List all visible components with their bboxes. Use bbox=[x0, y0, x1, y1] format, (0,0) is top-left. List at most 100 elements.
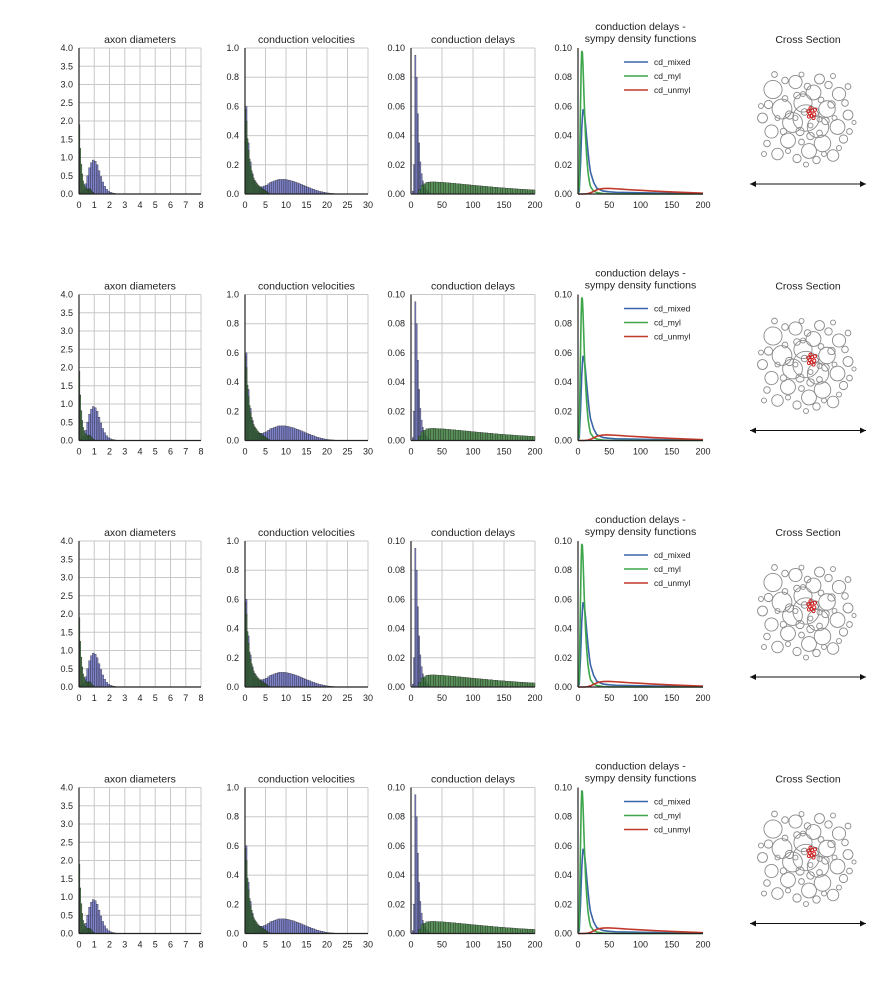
bar bbox=[490, 926, 493, 934]
x-tick-label: 25 bbox=[342, 693, 352, 703]
highlight-point bbox=[806, 114, 812, 119]
bar bbox=[428, 674, 431, 688]
bar bbox=[415, 816, 418, 934]
highlight-point bbox=[812, 112, 817, 117]
bar bbox=[527, 682, 531, 688]
panel-title: conduction delays bbox=[431, 281, 515, 293]
bar bbox=[246, 138, 249, 195]
bar bbox=[438, 675, 441, 688]
y-tick-label: 0.5 bbox=[60, 664, 73, 674]
bar bbox=[298, 429, 301, 441]
bar bbox=[460, 676, 464, 688]
x-tick-label: 30 bbox=[363, 447, 373, 457]
x-tick-label: 7 bbox=[183, 940, 188, 950]
axon-circle bbox=[780, 625, 796, 642]
bar bbox=[283, 179, 287, 195]
bar bbox=[246, 384, 249, 441]
y-tick-label: 1.0 bbox=[60, 153, 73, 163]
bar bbox=[281, 672, 285, 688]
x-tick-label: 50 bbox=[437, 693, 447, 703]
bar bbox=[308, 187, 311, 195]
axon-circle bbox=[824, 573, 833, 583]
bar bbox=[310, 927, 313, 934]
bar bbox=[287, 672, 291, 688]
x-tick-label: 5 bbox=[153, 200, 158, 210]
bar bbox=[524, 928, 528, 934]
scale-arrow-right bbox=[860, 920, 866, 927]
bar bbox=[279, 425, 283, 441]
axon-circle bbox=[763, 79, 783, 100]
bar bbox=[450, 429, 454, 441]
x-tick-label: 8 bbox=[198, 447, 203, 457]
bar bbox=[492, 186, 496, 195]
y-tick-label: 0.06 bbox=[554, 348, 572, 358]
axon-circle bbox=[798, 878, 805, 885]
bar bbox=[425, 428, 429, 441]
bar bbox=[490, 433, 493, 441]
x-tick-label: 1 bbox=[92, 200, 97, 210]
axon-circle bbox=[800, 601, 809, 609]
y-tick-label: 0.6 bbox=[226, 841, 239, 851]
x-tick-label: 10 bbox=[281, 940, 291, 950]
bar bbox=[522, 928, 526, 934]
bar bbox=[455, 676, 459, 688]
x-tick-label: 2 bbox=[107, 693, 112, 703]
bar bbox=[519, 928, 523, 934]
bar bbox=[273, 427, 276, 441]
bar bbox=[440, 428, 444, 441]
bar bbox=[269, 921, 272, 934]
y-tick-label: 0.4 bbox=[226, 870, 239, 880]
axon-circle bbox=[831, 854, 838, 861]
bar bbox=[505, 434, 508, 441]
bar bbox=[273, 180, 276, 195]
bar bbox=[94, 654, 97, 688]
bar bbox=[90, 655, 93, 688]
bar bbox=[271, 181, 274, 195]
bar bbox=[465, 677, 469, 688]
y-tick-label: 1.5 bbox=[60, 874, 73, 884]
bar bbox=[462, 677, 466, 688]
y-tick-label: 0.8 bbox=[226, 812, 239, 822]
x-tick-label: 20 bbox=[322, 940, 332, 950]
line-cd_mixed bbox=[577, 109, 704, 195]
axon-circle bbox=[830, 566, 836, 572]
bar bbox=[433, 674, 436, 688]
bar bbox=[497, 680, 501, 688]
y-tick-label: 2.5 bbox=[60, 837, 73, 847]
bar bbox=[310, 434, 313, 441]
bar bbox=[455, 183, 459, 195]
axon-circle bbox=[793, 339, 813, 360]
axon-circle bbox=[814, 320, 825, 331]
axon-circle bbox=[781, 95, 789, 102]
axon-circle bbox=[821, 116, 830, 126]
y-tick-label: 0.4 bbox=[226, 131, 239, 141]
bar bbox=[487, 433, 491, 441]
axon-circle bbox=[816, 856, 823, 862]
bar bbox=[455, 429, 459, 441]
axon-circle bbox=[800, 108, 809, 116]
axon-circle bbox=[798, 811, 805, 817]
axon-circle bbox=[836, 391, 842, 398]
axon-circle bbox=[831, 579, 847, 595]
y-tick-label: 0.10 bbox=[387, 43, 405, 53]
y-tick-label: 0.0 bbox=[60, 436, 73, 446]
y-tick-label: 0.04 bbox=[554, 870, 572, 880]
y-tick-label: 0.4 bbox=[226, 377, 239, 387]
bar bbox=[259, 679, 261, 688]
bar bbox=[285, 426, 289, 441]
axon-circle bbox=[761, 151, 767, 157]
bar bbox=[90, 162, 93, 195]
bar bbox=[418, 882, 420, 934]
bar bbox=[99, 176, 103, 195]
bar bbox=[87, 928, 89, 934]
axon-circle bbox=[803, 822, 812, 830]
bar bbox=[500, 680, 503, 688]
y-tick-label: 2.5 bbox=[60, 591, 73, 601]
bar bbox=[510, 188, 513, 195]
axon-circle bbox=[806, 855, 830, 878]
axon-circle bbox=[761, 644, 767, 650]
bar bbox=[250, 416, 253, 441]
axon-circle bbox=[831, 826, 847, 841]
bar bbox=[260, 433, 262, 441]
highlight-point bbox=[812, 354, 818, 359]
